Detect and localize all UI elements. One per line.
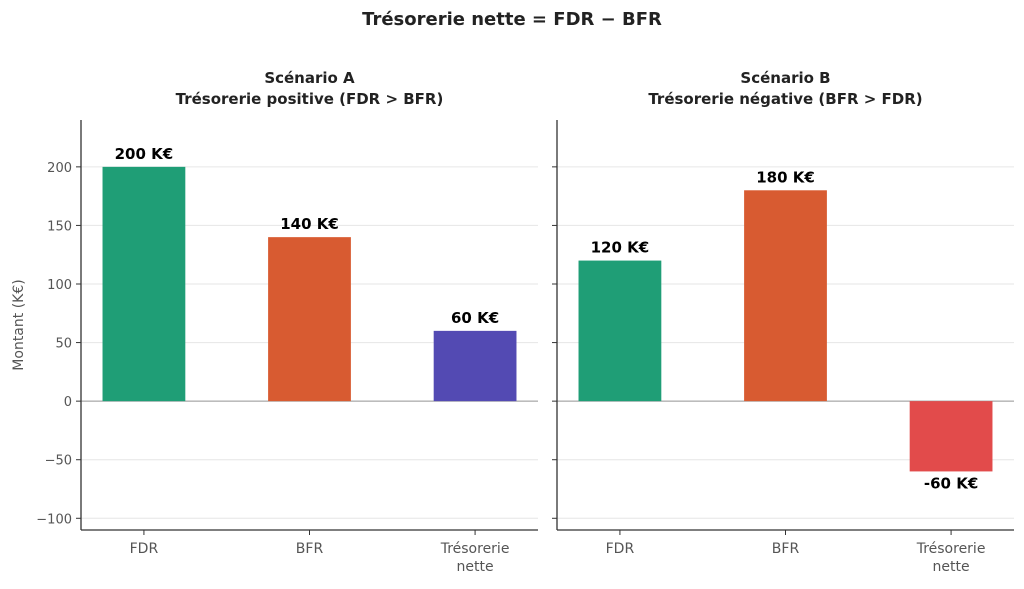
bar-fdr xyxy=(102,166,186,402)
y-tick-label: 0 xyxy=(64,395,72,410)
x-tick-label: BFR xyxy=(772,541,800,557)
y-axis-label: Montant (K€) xyxy=(11,279,27,370)
data-label: 200 K€ xyxy=(115,145,174,163)
x-tick-label: FDR xyxy=(130,541,159,557)
x-tick-label: Trésorerie xyxy=(916,541,986,557)
data-label: 140 K€ xyxy=(280,215,339,233)
bar-bfr xyxy=(268,237,351,402)
data-label: 180 K€ xyxy=(756,168,815,186)
subplot-subtitle: Trésorerie négative (BFR > FDR) xyxy=(648,90,922,108)
bar-fdr xyxy=(578,260,662,402)
data-label: 60 K€ xyxy=(451,309,499,327)
x-tick-label: Trésorerie xyxy=(440,541,510,557)
x-tick-label: nette xyxy=(933,559,970,575)
chart-suptitle: Trésorerie nette = FDR − BFR xyxy=(362,9,662,30)
y-tick-label: 150 xyxy=(47,219,72,234)
y-tick-label: 100 xyxy=(47,278,72,293)
data-label: -60 K€ xyxy=(924,474,978,492)
y-tick-label: −100 xyxy=(36,512,72,527)
x-tick-label: nette xyxy=(457,559,494,575)
y-tick-label: 200 xyxy=(47,161,72,176)
subplot-title: Scénario A xyxy=(264,69,355,87)
data-label: 120 K€ xyxy=(591,239,650,257)
bar-bfr xyxy=(744,190,827,402)
y-tick-label: 50 xyxy=(55,337,72,352)
x-tick-label: FDR xyxy=(606,541,635,557)
x-tick-label: BFR xyxy=(296,541,324,557)
bar-trésorerie-nette xyxy=(909,401,993,472)
bar-trésorerie-nette xyxy=(433,330,517,402)
subplot-title: Scénario B xyxy=(740,69,830,87)
subplot-subtitle: Trésorerie positive (FDR > BFR) xyxy=(176,90,444,108)
y-tick-label: −50 xyxy=(45,454,72,469)
